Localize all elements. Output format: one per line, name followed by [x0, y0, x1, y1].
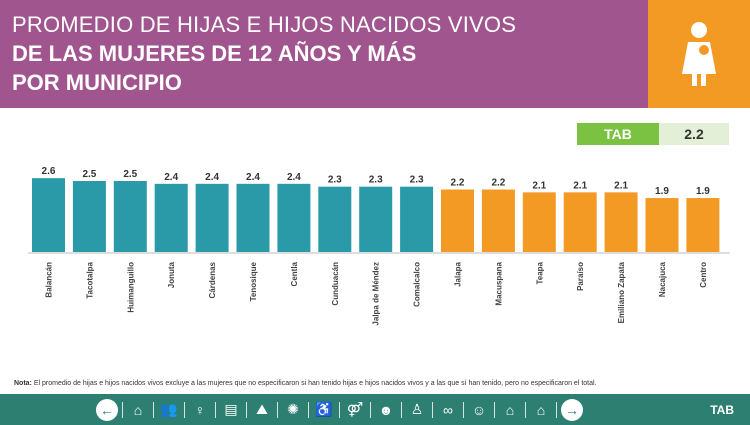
separator: [556, 401, 557, 418]
bar: [236, 183, 270, 252]
family-icon[interactable]: ☻: [378, 401, 394, 418]
bar: [113, 181, 147, 252]
separator: [339, 401, 340, 418]
person-icon[interactable]: ♀: [194, 401, 206, 418]
category-label: Centla: [290, 261, 299, 286]
category-label: Balancán: [45, 262, 54, 298]
value-label: 1.9: [696, 186, 710, 197]
bar: [563, 192, 597, 252]
bar: [32, 178, 65, 252]
value-label: 2.4: [246, 172, 260, 183]
documents-icon[interactable]: ▤: [224, 401, 238, 417]
separator: [246, 401, 247, 418]
value-label: 2.5: [82, 169, 96, 180]
value-label: 2.5: [123, 169, 137, 180]
bar: [441, 189, 474, 252]
separator: [401, 401, 402, 418]
separator: [494, 401, 495, 418]
value-label: 2.4: [205, 172, 219, 183]
bar: [604, 192, 638, 252]
category-label: Teapa: [535, 261, 544, 284]
bar: [72, 181, 106, 252]
arrow-right-icon[interactable]: →: [561, 398, 583, 421]
category-label: Jalpa de Méndez: [372, 262, 381, 326]
bar: [359, 186, 393, 252]
value-label: 2.1: [573, 180, 587, 191]
navigation-bar: ← ⌂ 👥 ♀ ▤ ⛰ ✺ ♿ ⚤ ☻ ♙ ∞ ☺ ⌂ ⌂ → TAB: [0, 394, 750, 425]
value-label: 2.3: [328, 175, 342, 186]
note-text: El promedio de hijas e hijos nacidos viv…: [31, 380, 597, 387]
value-label: 2.2: [491, 178, 505, 189]
value-label: 2.1: [614, 180, 628, 191]
footnote: Nota: El promedio de hijas e hijos nacid…: [14, 380, 597, 387]
house-people-icon[interactable]: ⌂: [505, 401, 515, 418]
category-label: Jalapa: [454, 261, 463, 286]
bar: [645, 198, 679, 252]
bar: [318, 186, 352, 252]
value-label: 2.4: [287, 172, 301, 183]
category-label: Centro: [699, 262, 708, 288]
rings-icon[interactable]: ∞: [443, 401, 453, 418]
sun-icon[interactable]: ✺: [287, 401, 299, 417]
value-label: 2.6: [42, 166, 56, 177]
title-line-2: DE LAS MUJERES DE 12 AÑOS Y MÁS: [12, 41, 417, 66]
title-banner: PROMEDIO DE HIJAS E HIJOS NACIDOS VIVOS …: [0, 0, 648, 108]
mother-with-child-icon: [682, 22, 716, 86]
elder-icon[interactable]: ♙: [410, 401, 424, 417]
separator: [277, 401, 278, 418]
building-icon[interactable]: ⌂: [133, 401, 143, 418]
category-label: Macuspana: [494, 261, 503, 305]
bar-chart: 2.6 Balancán 2.5 Tacotalpa 2.5 Huimanguillo 2.…: [28, 166, 730, 326]
wheelchair-icon[interactable]: ♿: [315, 401, 333, 417]
separator: [525, 401, 526, 418]
state-label: TAB: [577, 123, 659, 145]
category-label: Nacajuca: [658, 261, 667, 297]
map-icon[interactable]: ⛰: [256, 401, 268, 417]
category-label: Huimanguillo: [126, 262, 135, 313]
people-group-icon[interactable]: 👥: [160, 401, 178, 417]
value-label: 1.9: [655, 186, 669, 197]
arrow-left-icon[interactable]: ←: [96, 398, 118, 421]
bar: [686, 198, 720, 252]
category-label: Comalcalco: [413, 262, 422, 307]
bar: [481, 189, 515, 252]
value-label: 2.3: [410, 175, 424, 186]
separator: [370, 401, 371, 418]
separator: [184, 401, 185, 418]
state-value: 2.2: [659, 123, 729, 145]
category-label: Tacotalpa: [85, 261, 94, 298]
category-label: Emiliano Zapata: [617, 261, 626, 323]
separator: [153, 401, 154, 418]
category-label: Jonuta: [167, 261, 176, 288]
topic-badge: [648, 0, 750, 108]
bar: [195, 183, 229, 252]
value-label: 2.3: [369, 175, 383, 186]
couple-icon[interactable]: ⚤: [346, 401, 364, 417]
value-label: 2.4: [164, 172, 178, 183]
value-label: 2.2: [451, 178, 465, 189]
category-label: Cunduacán: [331, 262, 340, 306]
separator: [463, 401, 464, 418]
category-label: Cárdenas: [208, 261, 217, 298]
bar: [400, 186, 434, 252]
value-label: 2.1: [532, 180, 546, 191]
child-icon[interactable]: ☺: [471, 401, 487, 418]
bar: [154, 183, 188, 252]
title-line-1: PROMEDIO DE HIJAS E HIJOS NACIDOS VIVOS: [12, 12, 517, 37]
note-label: Nota:: [14, 380, 32, 387]
home-icon[interactable]: ⌂: [536, 401, 546, 418]
separator: [432, 401, 433, 418]
title-line-3: POR MUNICIPIO: [12, 70, 182, 95]
separator: [215, 401, 216, 418]
separator: [122, 401, 123, 418]
category-label: Tenosique: [249, 261, 258, 301]
bar: [277, 183, 311, 252]
category-label: Paraíso: [576, 262, 585, 291]
state-code: TAB: [710, 402, 734, 417]
separator: [308, 401, 309, 418]
bar: [522, 192, 556, 252]
